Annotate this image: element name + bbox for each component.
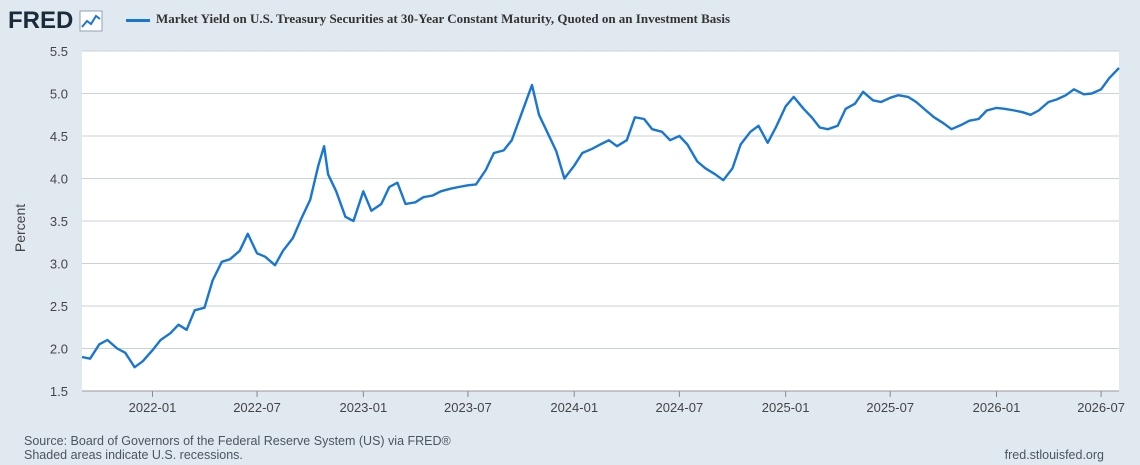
source-text: Source: Board of Governors of the Federa… — [24, 434, 451, 448]
y-tick-label: 3.5 — [50, 214, 68, 229]
recession-note: Shaded areas indicate U.S. recessions. — [24, 448, 243, 462]
fred-header: FRED — [8, 6, 103, 36]
y-tick-label: 3.0 — [50, 257, 68, 272]
series-group — [81, 67, 1120, 369]
fred-logo[interactable]: FRED — [8, 7, 74, 34]
x-tick-label: 2025-01 — [762, 400, 810, 415]
legend-swatch — [126, 19, 150, 22]
grid-lines — [82, 50, 1119, 397]
y-tick-label: 5.0 — [50, 87, 68, 102]
y-tick-label: 1.5 — [50, 384, 68, 399]
x-tick-label: 2022-07 — [233, 400, 281, 415]
y-tick-label: 4.5 — [50, 129, 68, 144]
footer-source: Source: Board of Governors of the Federa… — [24, 434, 451, 462]
x-tick-label: 2023-01 — [339, 400, 387, 415]
chart-line-icon — [79, 10, 103, 32]
x-tick-label: 2024-01 — [550, 400, 598, 415]
y-tick-label: 5.5 — [50, 44, 68, 59]
series-line[interactable] — [81, 67, 1120, 369]
x-tick-label: 2026-07 — [1077, 400, 1125, 415]
y-tick-labels: 1.5 2.0 2.5 3.0 3.5 4.0 4.5 5.0 5.5 — [50, 44, 68, 399]
line-chart: 1.52.02.53.03.54.04.55.05.5 2022-01 2022-… — [50, 44, 1125, 415]
y-tick-label: 4.0 — [50, 172, 68, 187]
x-tick-label: 2025-07 — [866, 400, 914, 415]
x-tick-label: 2024-07 — [655, 400, 703, 415]
x-tick-label: 2026-01 — [973, 400, 1021, 415]
y-tick-label: 2.0 — [50, 342, 68, 357]
x-tick-label: 2022-01 — [129, 400, 177, 415]
y-tick-label: 2.5 — [50, 299, 68, 314]
footer-site[interactable]: fred.stlouisfed.org — [1004, 448, 1104, 462]
x-tick-labels: 2022-01 2022-07 2023-01 2023-07 2024-01 2024-… — [129, 400, 1125, 415]
series-title[interactable]: Market Yield on U.S. Treasury Securities… — [156, 11, 731, 26]
x-tick-label: 2023-07 — [444, 400, 492, 415]
